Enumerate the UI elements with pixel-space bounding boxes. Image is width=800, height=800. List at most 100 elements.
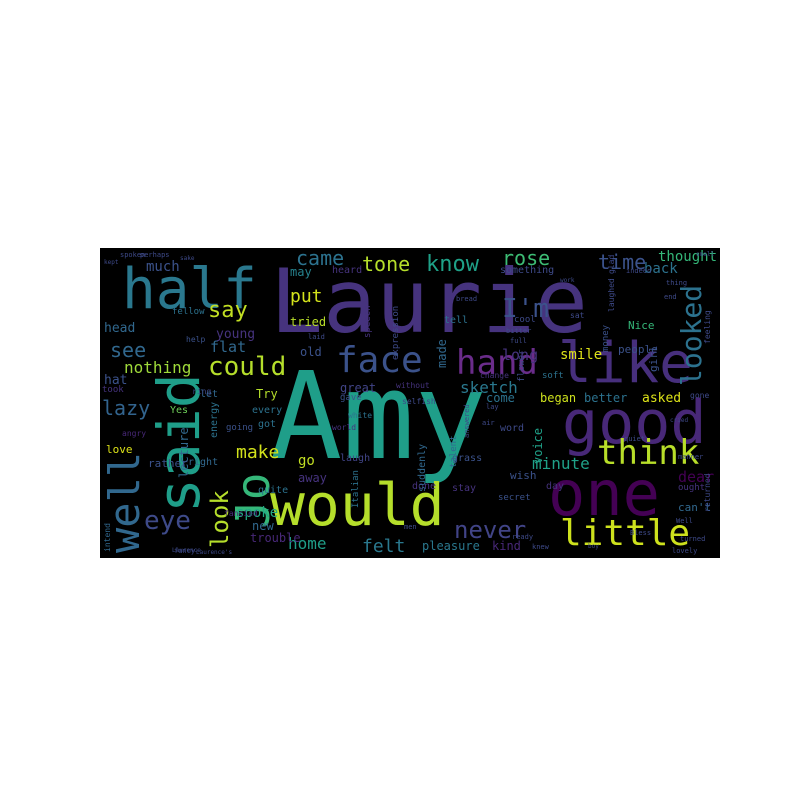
word: sketch	[460, 378, 518, 397]
word: glad	[607, 254, 616, 274]
word: secret	[498, 493, 531, 503]
word: pleasure	[422, 539, 480, 553]
word: put	[290, 286, 323, 307]
word: time	[598, 250, 647, 274]
word: word	[500, 423, 525, 434]
word: felt	[362, 536, 406, 557]
word: come	[486, 391, 515, 405]
word: hat	[104, 373, 128, 388]
word: minute	[532, 454, 590, 473]
word: little	[560, 513, 691, 554]
word: half	[122, 257, 257, 322]
word: Bless	[630, 529, 652, 537]
word: lay	[486, 403, 499, 411]
word: cool	[514, 315, 536, 325]
word: day	[546, 481, 565, 492]
word: selfish	[402, 397, 436, 406]
word: great	[340, 381, 377, 395]
word: suddenly	[417, 443, 428, 492]
word: people	[618, 343, 658, 356]
word: Laurie	[270, 250, 588, 353]
word: expression	[391, 305, 401, 360]
word: Amy	[270, 348, 487, 487]
word: would	[270, 471, 445, 539]
word: change	[480, 371, 509, 380]
word: one	[548, 457, 660, 530]
word: knew	[532, 543, 549, 551]
word: began	[540, 391, 577, 405]
word: tone	[362, 252, 411, 276]
word: turned	[680, 535, 706, 543]
word: sake	[180, 255, 195, 262]
word: help	[186, 335, 206, 344]
word: every	[252, 405, 283, 416]
word: quite	[258, 485, 289, 496]
word: kind	[492, 539, 521, 553]
word: something	[500, 265, 555, 276]
word: feeling	[703, 310, 712, 344]
word: asked	[642, 391, 682, 406]
word: lazy	[102, 396, 151, 420]
word: done	[412, 481, 437, 492]
word: Well	[676, 517, 693, 525]
word: voice	[531, 427, 545, 464]
word: right	[188, 457, 219, 468]
word: Try	[256, 387, 278, 401]
word: bitter	[506, 327, 532, 335]
word: like	[558, 331, 693, 396]
word: answered	[463, 404, 471, 438]
word: air	[482, 419, 495, 427]
word: think	[597, 433, 700, 473]
word: much	[146, 259, 180, 275]
word: kept	[104, 259, 119, 266]
word: smile	[560, 347, 603, 363]
word: perhaps	[140, 251, 170, 259]
word: bread	[456, 295, 478, 303]
word: fellow	[172, 307, 205, 317]
word: angry	[122, 429, 147, 438]
word: tried	[290, 315, 327, 329]
word: rather	[148, 457, 188, 470]
word: head	[104, 321, 136, 336]
word: money	[601, 324, 611, 352]
word: away	[298, 471, 327, 485]
word: ought	[678, 483, 706, 493]
word: look	[206, 490, 234, 548]
word: Laurence	[172, 547, 201, 554]
word: looked	[675, 284, 708, 386]
word: spoken	[120, 251, 146, 259]
word: heard	[332, 265, 363, 276]
word: know	[426, 252, 479, 277]
word: intend	[103, 523, 112, 552]
word: young	[216, 327, 256, 342]
word: got	[258, 419, 277, 430]
word: back	[644, 261, 678, 277]
word: end	[664, 293, 677, 301]
word: fancied	[224, 509, 258, 518]
word: good	[562, 388, 707, 458]
word: without	[396, 381, 430, 390]
word: world	[332, 423, 357, 432]
word: nothing	[124, 358, 192, 377]
word: cried	[670, 417, 689, 424]
word: white	[348, 411, 373, 420]
word: small	[696, 251, 715, 258]
word: face	[336, 340, 423, 381]
word: full	[510, 337, 527, 345]
word: came	[296, 248, 345, 270]
word: quiet	[624, 435, 646, 443]
word: I'm	[502, 294, 549, 324]
word: wish	[510, 469, 537, 482]
word: never	[454, 516, 527, 544]
word: ring	[192, 387, 212, 396]
word: gone	[690, 391, 710, 400]
word: home	[288, 534, 327, 553]
word: thought	[658, 249, 718, 265]
word: took	[102, 385, 124, 395]
word: can't	[678, 501, 712, 514]
word: soft	[542, 371, 564, 381]
word: eye	[144, 506, 191, 536]
word: girl	[647, 345, 660, 373]
word: Nice	[628, 319, 655, 332]
word: talent	[449, 435, 459, 468]
